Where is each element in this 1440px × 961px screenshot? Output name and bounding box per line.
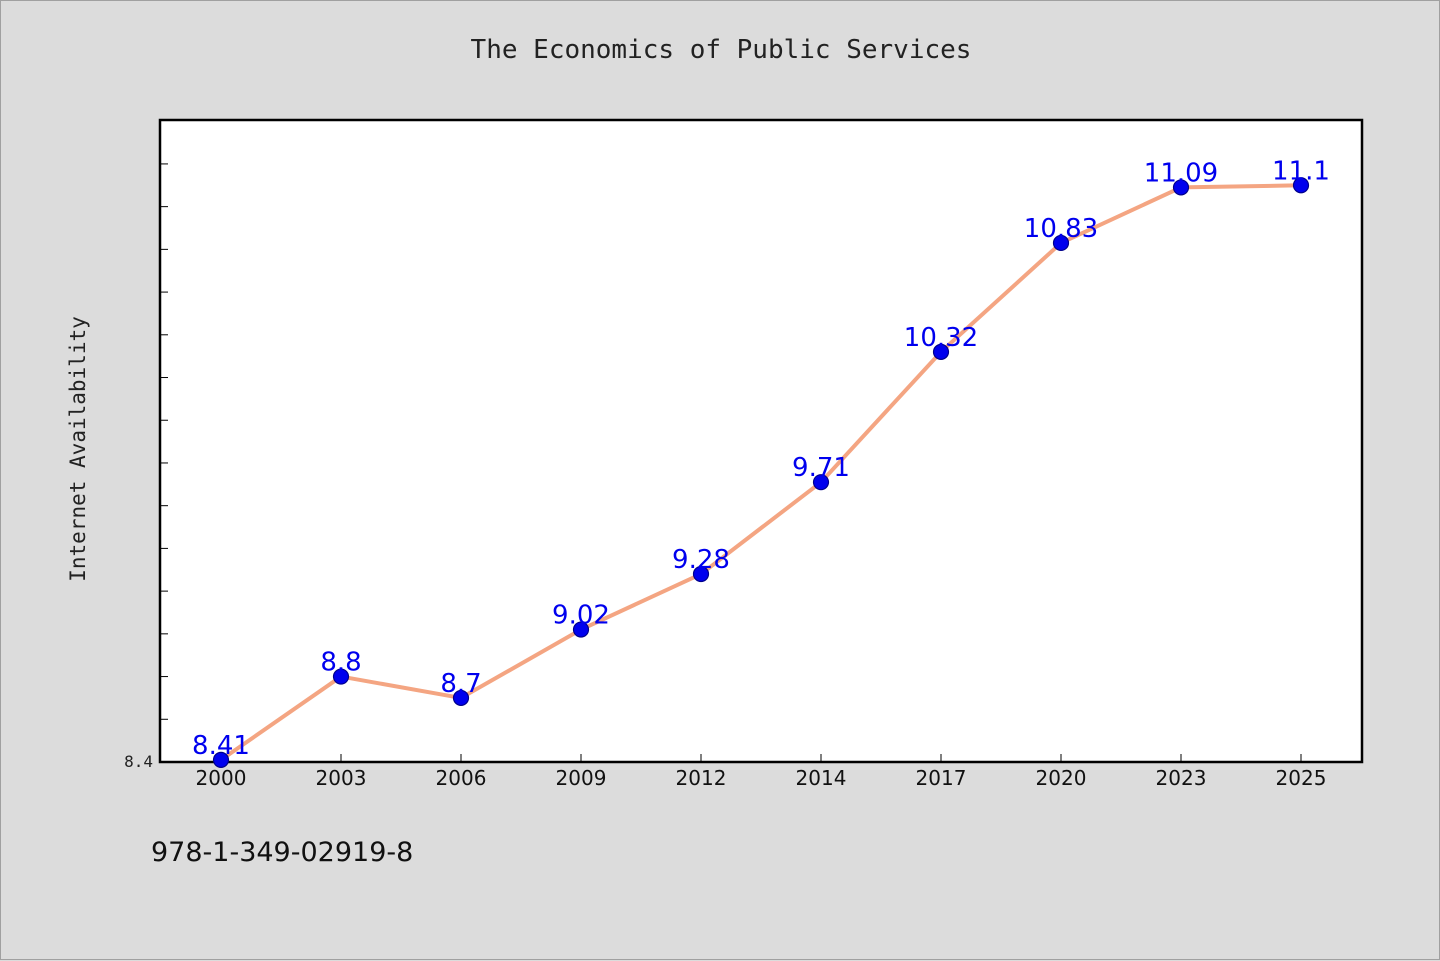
x-tick-label: 2006 — [436, 766, 487, 790]
data-label: 11.09 — [1144, 158, 1218, 188]
series-layer — [212, 177, 1310, 768]
x-tick-label: 2009 — [556, 766, 607, 790]
data-label: 9.02 — [552, 601, 610, 631]
data-point — [692, 565, 710, 583]
x-tick-label: 2025 — [1276, 766, 1327, 790]
plot-area — [158, 118, 1364, 764]
data-label: 11.1 — [1272, 156, 1330, 186]
x-tick-label: 2012 — [676, 766, 727, 790]
data-point — [932, 343, 950, 360]
data-point — [212, 751, 230, 768]
footer-id: 978-1-349-02919-8 — [151, 837, 414, 868]
x-tick-label: 2023 — [1156, 766, 1207, 790]
data-label: 8.41 — [192, 731, 250, 761]
data-point — [812, 474, 830, 491]
x-axis-ticks: 2000 2003 2006 2009 2012 2014 2017 2020 2023 2025 — [196, 754, 1327, 790]
x-tick-label: 2003 — [316, 766, 367, 790]
data-point — [572, 621, 590, 638]
data-label: 10.83 — [1024, 214, 1098, 244]
data-label: 10.32 — [904, 323, 978, 353]
y-tick-label: 8.4 — [124, 752, 153, 771]
data-point — [332, 668, 350, 685]
data-label: 9.28 — [672, 545, 730, 575]
chart-title: The Economics of Public Services — [470, 35, 972, 65]
x-tick-label: 2017 — [916, 766, 967, 790]
x-tick-label: 2000 — [196, 766, 247, 790]
x-tick-label: 2020 — [1036, 766, 1087, 790]
data-label: 8.8 — [320, 648, 361, 678]
data-point — [1292, 177, 1310, 194]
y-axis-ticks: 8.4 — [124, 163, 168, 771]
data-label: 9.71 — [792, 453, 850, 483]
data-point — [1172, 179, 1190, 196]
x-tick-label: 2014 — [796, 766, 847, 790]
data-label: 8.7 — [440, 669, 481, 699]
series-line — [219, 183, 1303, 762]
data-point — [1052, 234, 1070, 252]
data-point — [452, 689, 470, 707]
data-labels: 8.41 8.8 8.7 9.02 9.28 9.71 10.32 10.83 11.09 11.… — [192, 156, 1330, 761]
